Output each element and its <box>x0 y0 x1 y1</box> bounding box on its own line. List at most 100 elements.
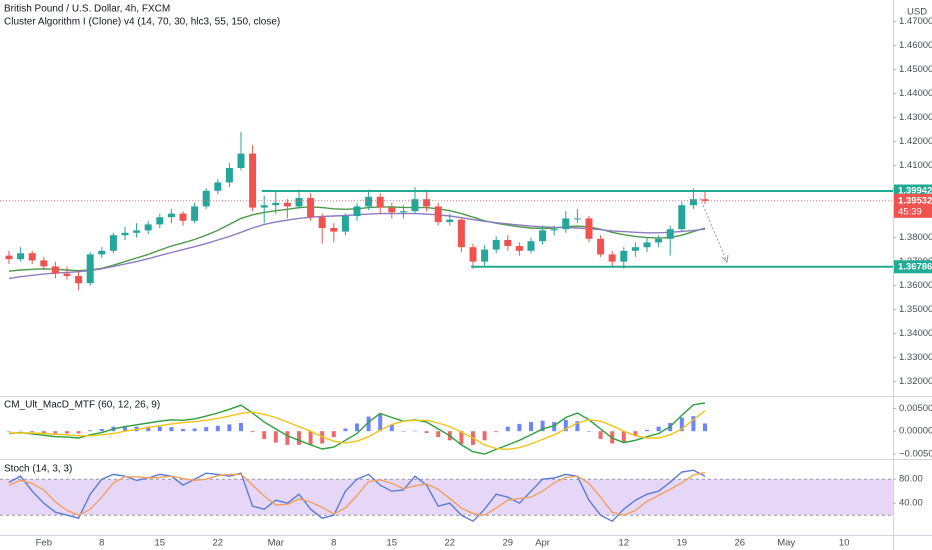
candle-body <box>701 199 709 201</box>
level-label-box <box>894 260 932 274</box>
stoch-band <box>0 479 893 516</box>
stoch-title: Stoch (14, 3, 3) <box>4 464 72 475</box>
candle-body <box>365 196 373 207</box>
histogram-bar <box>41 431 46 434</box>
candle-body <box>666 229 674 239</box>
macd-title: CM_Ult_MacD_MTF (60, 12, 26, 9) <box>4 400 160 411</box>
candle-body <box>643 242 651 248</box>
histogram-bar <box>273 431 278 443</box>
histogram-bar <box>18 430 23 432</box>
y-tick-label: 1.47000 <box>899 16 932 27</box>
candle-body <box>388 207 396 213</box>
projection-arrow-head <box>721 254 729 264</box>
candle-body <box>678 205 686 230</box>
y-tick-label: 1.41000 <box>899 160 932 171</box>
histogram-bar <box>285 431 290 445</box>
histogram-bar <box>146 426 151 432</box>
histogram-bar <box>30 431 35 433</box>
candle-body <box>573 218 581 220</box>
candle-body <box>109 235 117 251</box>
candle-body <box>539 230 547 242</box>
y-tick-label: −0.00500 <box>899 449 932 460</box>
candle-body <box>434 206 442 222</box>
histogram-bar <box>436 431 441 438</box>
histogram-bar <box>529 422 533 432</box>
candle-body <box>75 276 83 284</box>
candle-body <box>376 196 384 208</box>
candle-body <box>550 229 558 231</box>
y-tick-label: 1.35000 <box>899 304 932 315</box>
histogram-bar <box>703 423 707 432</box>
candle-body <box>469 247 477 262</box>
histogram-bar <box>482 431 487 441</box>
candle-body <box>283 202 291 207</box>
x-tick-label: 8 <box>331 538 336 549</box>
candle-body <box>86 254 94 284</box>
x-tick-label: 15 <box>387 538 398 549</box>
candle-body <box>237 153 245 168</box>
candle-body <box>40 260 48 267</box>
candle-body <box>179 213 187 221</box>
candle-body <box>144 224 152 231</box>
candle-body <box>5 255 13 260</box>
y-tick-label: 80.00 <box>899 474 923 485</box>
y-tick-label: 1.44000 <box>899 88 932 99</box>
histogram-bar <box>552 422 557 432</box>
histogram-bar <box>181 428 185 432</box>
y-tick-label: 1.33000 <box>899 352 932 363</box>
candle-body <box>330 228 338 232</box>
histogram-bar <box>7 431 11 432</box>
indicator-title: Cluster Algorithm I (Clone) v4 (14, 70, … <box>4 17 280 28</box>
histogram-bar <box>262 431 267 439</box>
histogram-bar <box>215 425 220 432</box>
histogram-bar <box>204 427 209 432</box>
histogram-bar <box>53 431 58 434</box>
chart-title: British Pound / U.S. Dollar, 4h, FXCM <box>4 4 170 15</box>
histogram-bar <box>633 431 638 436</box>
candle-body <box>597 238 605 255</box>
candle-body <box>156 217 164 225</box>
x-tick-label: Feb <box>36 538 52 549</box>
histogram-bar <box>389 424 394 432</box>
candle-body <box>133 230 141 233</box>
candle-body <box>689 199 697 206</box>
histogram-bar <box>250 431 255 433</box>
y-tick-label: 1.34000 <box>899 328 932 339</box>
x-tick-label: 22 <box>445 538 456 549</box>
candle-body <box>63 273 71 276</box>
x-tick-label: Mar <box>268 538 284 549</box>
candle-body <box>423 199 431 207</box>
y-tick-label: 1.32000 <box>899 376 932 387</box>
histogram-bar <box>691 416 696 432</box>
histogram-bar <box>366 416 371 432</box>
candle-body <box>620 250 628 262</box>
histogram-bar <box>355 423 359 432</box>
histogram-bar <box>645 429 649 432</box>
y-tick-label: 1.38000 <box>899 232 932 243</box>
x-tick-label: 26 <box>735 538 746 549</box>
candle-body <box>608 254 616 262</box>
candle-body <box>492 240 500 250</box>
x-tick-label: 8 <box>99 538 104 549</box>
candle-body <box>446 219 454 222</box>
histogram-bar <box>459 431 464 444</box>
histogram-bar <box>540 420 545 432</box>
y-tick-label: 0.00000 <box>899 426 932 437</box>
candle-body <box>167 213 175 218</box>
currency-label: USD <box>907 7 927 18</box>
y-tick-label: 1.48000 <box>899 0 932 3</box>
candle-body <box>481 249 489 262</box>
y-tick-label: 1.36000 <box>899 280 932 291</box>
indicator-line <box>9 410 706 451</box>
candle-body <box>527 241 535 251</box>
candle-body <box>341 216 349 232</box>
candle-body <box>307 198 315 218</box>
projection-arrow <box>699 197 728 263</box>
candle-body <box>51 266 59 274</box>
level-label: 1.39942 <box>898 186 932 197</box>
histogram-bar <box>192 428 197 432</box>
histogram-bar <box>65 431 69 434</box>
